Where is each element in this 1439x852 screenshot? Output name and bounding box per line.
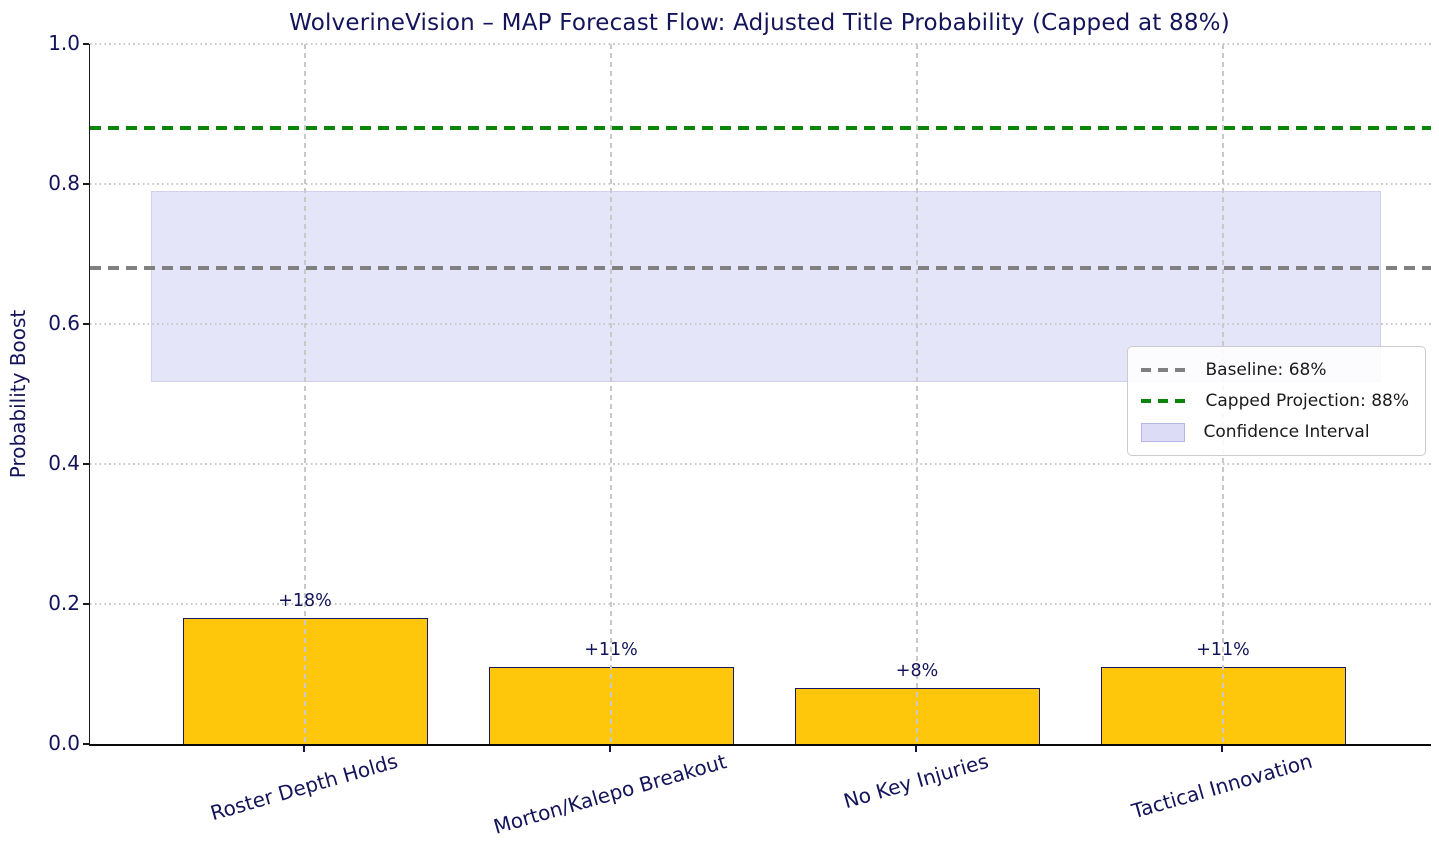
legend-dashed-line-swatch <box>1141 368 1188 372</box>
chart-legend: Baseline: 68% Capped Projection: 88% Confi… <box>1127 346 1426 456</box>
gridline-x <box>610 44 612 744</box>
y-tick-label: 1.0 <box>48 31 80 55</box>
y-axis-label: Probability Boost <box>6 309 30 479</box>
y-tick-mark <box>83 43 89 45</box>
x-tick-mark <box>1221 746 1223 752</box>
gridline-y <box>90 463 1431 465</box>
legend-label: Baseline: 68% <box>1205 360 1327 380</box>
gridline-y <box>90 603 1431 605</box>
bar-value-label: +11% <box>584 640 638 660</box>
y-tick-mark <box>83 463 89 465</box>
legend-label: Confidence Interval <box>1203 422 1370 442</box>
y-tick-label: 0.4 <box>48 451 80 475</box>
bar-value-label: +11% <box>1196 640 1250 660</box>
reference-line-baseline <box>90 266 1431 270</box>
legend-item: Capped Projection: 88% <box>1141 387 1409 415</box>
gridline-x <box>304 44 306 744</box>
bar-value-label: +18% <box>278 591 332 611</box>
y-tick-label: 0.2 <box>48 591 80 615</box>
y-tick-label: 0.6 <box>48 311 80 335</box>
bar-value-label: +8% <box>895 661 939 681</box>
reference-line-capped-projection <box>90 126 1431 130</box>
gridline-y <box>90 323 1431 325</box>
gridline-x <box>916 44 918 744</box>
legend-item: Confidence Interval <box>1141 418 1409 446</box>
y-tick-mark <box>83 323 89 325</box>
legend-label: Capped Projection: 88% <box>1205 391 1409 411</box>
y-tick-mark <box>83 183 89 185</box>
gridline-y <box>90 43 1431 45</box>
plot-area: +18% +11% +8% +11% Baseline: 68% Capped Proj… <box>89 43 1431 746</box>
x-tick-mark <box>609 746 611 752</box>
x-tick-mark <box>303 746 305 752</box>
legend-dashed-line-swatch <box>1141 399 1188 403</box>
chart-title: WolverineVision – MAP Forecast Flow: Adj… <box>289 10 1230 36</box>
y-tick-mark <box>83 743 89 745</box>
legend-patch-swatch <box>1141 422 1186 442</box>
x-tick-mark <box>915 746 917 752</box>
legend-item: Baseline: 68% <box>1141 356 1409 384</box>
y-tick-label: 0.0 <box>48 731 80 755</box>
y-tick-label: 0.8 <box>48 171 80 195</box>
gridline-y <box>90 183 1431 185</box>
y-tick-mark <box>83 603 89 605</box>
